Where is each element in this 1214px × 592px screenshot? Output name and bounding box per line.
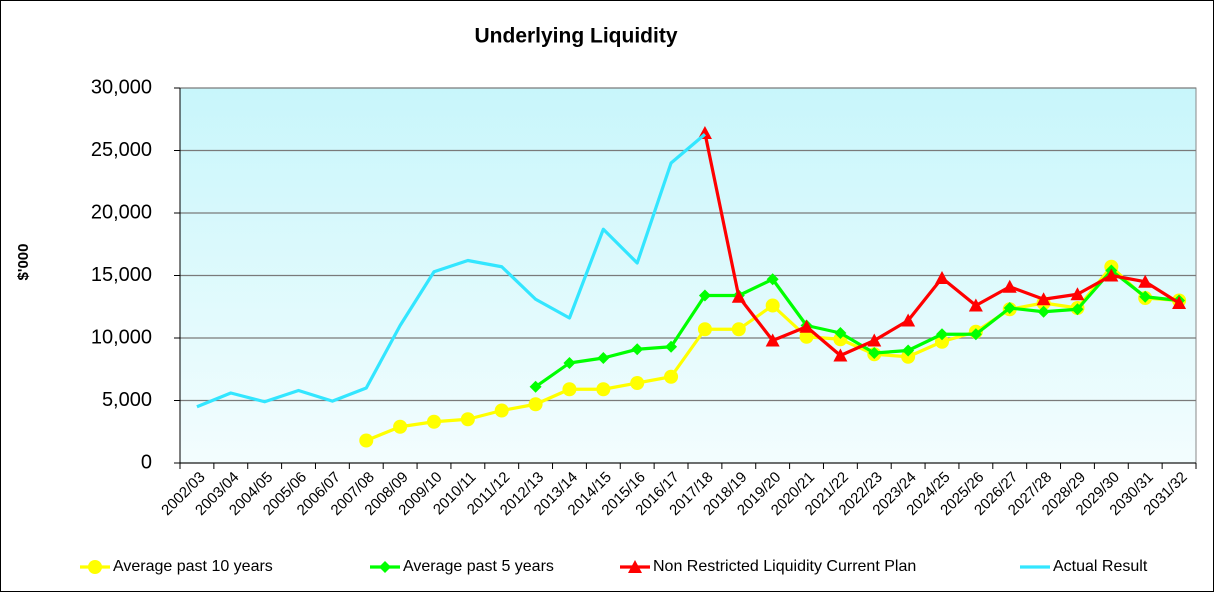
- marker: [529, 380, 542, 393]
- chart-title: Underlying Liquidity: [475, 25, 678, 48]
- marker: [631, 343, 644, 356]
- marker: [1002, 279, 1017, 293]
- marker: [528, 397, 543, 412]
- y-axis-label: $'000: [15, 244, 32, 281]
- marker: [833, 348, 848, 362]
- marker: [765, 333, 780, 347]
- marker: [1070, 287, 1085, 301]
- marker: [630, 376, 645, 390]
- y-tick-label: 30,000: [91, 76, 152, 98]
- marker: [799, 319, 814, 333]
- legend: Average past 10 years Average past 5 year…: [80, 558, 1148, 575]
- marker: [393, 419, 408, 434]
- legend-label: Average past 5 years: [403, 558, 554, 575]
- y-tick-label: 0: [141, 451, 152, 473]
- marker: [731, 322, 746, 337]
- marker: [664, 369, 679, 384]
- marker: [1071, 303, 1084, 316]
- marker: [494, 403, 509, 418]
- marker: [935, 334, 949, 349]
- marker: [799, 329, 814, 344]
- y-tick-label: 20,000: [91, 201, 152, 223]
- series: [529, 264, 1186, 393]
- marker: [1138, 274, 1153, 288]
- y-tick-label: 15,000: [91, 264, 152, 286]
- legend-label: Average past 10 years: [113, 558, 273, 575]
- marker: [766, 273, 779, 286]
- marker: [698, 289, 711, 302]
- marker: [460, 412, 475, 427]
- marker: [765, 298, 780, 313]
- marker: [628, 560, 642, 573]
- y-tick-label: 25,000: [91, 139, 152, 161]
- legend-label: Actual Result: [1053, 558, 1148, 575]
- series-line: [196, 133, 706, 409]
- marker: [731, 289, 746, 303]
- marker: [867, 333, 882, 347]
- marker: [427, 414, 441, 429]
- marker: [1139, 290, 1152, 303]
- series: [196, 133, 706, 409]
- marker: [359, 433, 374, 448]
- marker: [968, 298, 983, 312]
- marker: [597, 352, 610, 364]
- marker: [1036, 292, 1051, 306]
- marker: [697, 322, 712, 337]
- marker: [596, 382, 611, 397]
- marker: [1003, 302, 1016, 314]
- series-line: [534, 268, 1180, 389]
- y-tick-label: 10,000: [91, 326, 152, 348]
- marker: [834, 327, 847, 339]
- y-tick-label: 5,000: [102, 389, 152, 411]
- marker: [563, 357, 576, 369]
- marker: [936, 328, 948, 341]
- marker: [562, 382, 577, 397]
- marker: [88, 560, 102, 574]
- marker: [901, 349, 916, 364]
- marker: [379, 561, 391, 573]
- marker: [901, 313, 916, 327]
- marker: [665, 340, 678, 353]
- legend-label: Non Restricted Liquidity Current Plan: [653, 558, 916, 575]
- marker: [1172, 296, 1187, 309]
- marker: [969, 328, 982, 341]
- marker: [1037, 305, 1050, 318]
- marker: [935, 271, 949, 284]
- marker: [1104, 268, 1119, 282]
- marker: [868, 347, 881, 359]
- marker: [902, 344, 915, 357]
- series: [697, 126, 1187, 362]
